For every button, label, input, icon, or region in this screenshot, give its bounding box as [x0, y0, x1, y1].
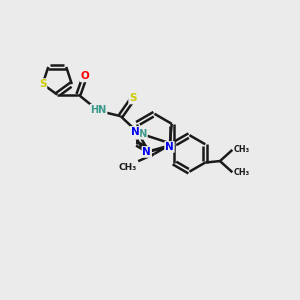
Text: O: O: [81, 71, 89, 81]
Text: N: N: [142, 147, 151, 157]
Text: S: S: [129, 94, 137, 103]
Text: HN: HN: [90, 105, 106, 115]
Text: S: S: [39, 79, 46, 89]
Text: HN: HN: [131, 129, 147, 139]
Text: N: N: [165, 142, 174, 152]
Text: CH₃: CH₃: [118, 163, 137, 172]
Text: CH₃: CH₃: [233, 146, 250, 154]
Text: N: N: [130, 127, 140, 137]
Text: CH₃: CH₃: [233, 168, 250, 177]
